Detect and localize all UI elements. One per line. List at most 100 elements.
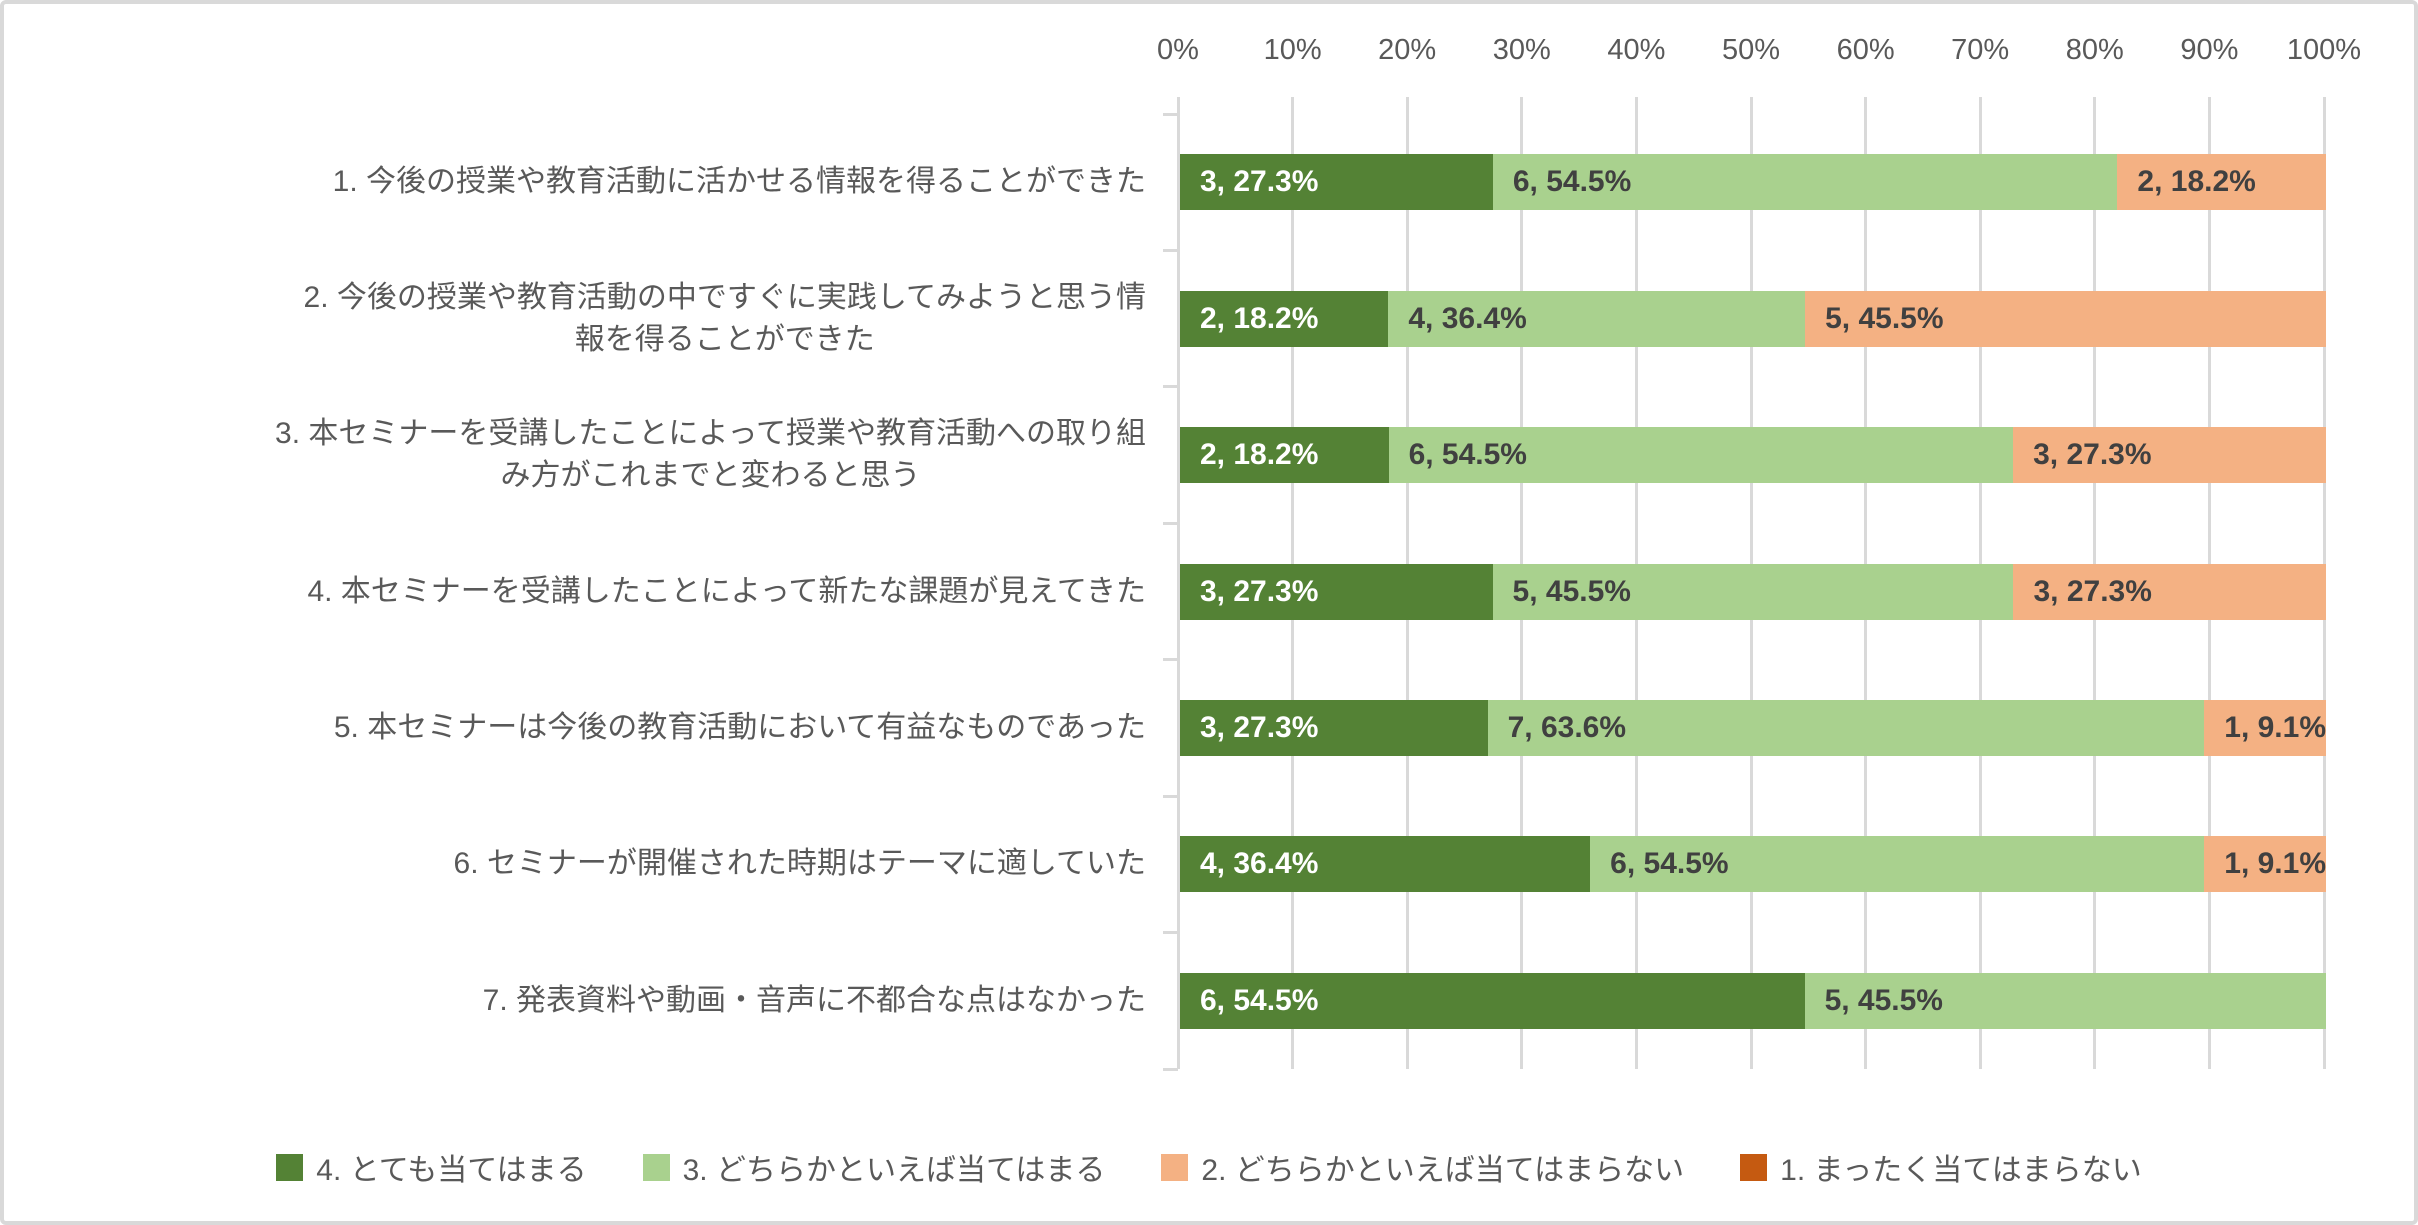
value-axis-labels: 0% 10% 20% 30% 40% 50% 60% 70% 80% 90% 100% [1157, 34, 2361, 74]
bar-segment-series2: 5, 45.5% [1804, 972, 2326, 1029]
legend-item: 3. どちらかといえば当てはまる [642, 1145, 1106, 1189]
category-label: 1. 今後の授業や教育活動に活かせる情報を得ることができた [332, 165, 1146, 199]
legend-swatch-icon [276, 1153, 304, 1181]
legend-item: 2. どちらかといえば当てはまらない [1161, 1145, 1684, 1189]
data-label: 6, 54.5% [1408, 438, 1527, 472]
category-axis-tick [1163, 1067, 1178, 1071]
data-label: 5, 45.5% [1825, 301, 1944, 335]
value-axis-tick-label: 60% [1836, 34, 1895, 66]
value-axis-tick-label: 0% [1157, 34, 1199, 66]
value-axis-tick [1520, 97, 1524, 114]
bar-segment-series3: 3, 27.3% [2013, 563, 2327, 620]
category-label: 6. セミナーが開催された時期はテーマに適していた [453, 847, 1146, 881]
bar-segment-series2: 4, 36.4% [1388, 290, 1806, 347]
data-label: 5, 45.5% [1512, 574, 1631, 608]
value-axis-tick-label: 30% [1492, 34, 1551, 66]
category-axis-tick [1163, 931, 1178, 935]
data-label: 3, 27.3% [1200, 574, 1319, 608]
category-label: 3. 本セミナーを受講したことによって授業や教育活動への取り組 み方がこれまでと… [275, 417, 1146, 493]
value-axis-tick-label: 80% [2065, 34, 2124, 66]
bar-segment-series1: 2, 18.2% [1180, 290, 1389, 347]
legend-label: 4. とても当てはまる [316, 1154, 587, 1187]
category-axis-tick [1163, 521, 1178, 525]
bar-segment-series1: 6, 54.5% [1180, 972, 1805, 1029]
data-label: 6, 54.5% [1610, 847, 1729, 881]
legend-item: 1. まったく当てはまらない [1740, 1145, 2142, 1189]
value-axis-tick [1634, 97, 1638, 114]
bar-row: 2, 18.2% 4, 36.4% 5, 45.5% [1180, 290, 2326, 347]
data-label: 2, 18.2% [1200, 438, 1319, 472]
data-label: 3, 27.3% [2033, 574, 2152, 608]
bar-segment-series3: 5, 45.5% [1805, 290, 2326, 347]
legend-swatch-icon [1740, 1153, 1768, 1181]
bar-row: 6, 54.5% 5, 45.5% [1180, 972, 2326, 1029]
value-axis-tick [2322, 97, 2326, 114]
data-label: 6, 54.5% [1200, 983, 1319, 1017]
category-label: 7. 発表資料や動画・音声に不都合な点はなかった [482, 983, 1146, 1017]
legend-swatch-icon [642, 1153, 670, 1181]
category-label: 4. 本セミナーを受講したことによって新たな課題が見えてきた [307, 574, 1146, 608]
legend-label: 3. どちらかといえば当てはまる [682, 1154, 1106, 1187]
value-axis-tick [1176, 97, 1180, 114]
bar-row: 2, 18.2% 6, 54.5% 3, 27.3% [1180, 427, 2326, 484]
bar-row: 3, 27.3% 5, 45.5% 3, 27.3% [1180, 563, 2327, 620]
value-axis-tick-label: 40% [1607, 34, 1666, 66]
value-axis-tick [1978, 97, 1982, 114]
value-axis-tick-label: 90% [2180, 34, 2239, 66]
bar-segment-series3: 2, 18.2% [2117, 154, 2326, 211]
bar-segment-series2: 6, 54.5% [1590, 836, 2205, 893]
category-axis-tick [1163, 385, 1178, 389]
bar-segment-series1: 3, 27.3% [1180, 563, 1493, 620]
category-label: 5. 本セミナーは今後の教育活動において有益なものであった [333, 710, 1146, 744]
bar-segment-series2: 5, 45.5% [1492, 563, 2014, 620]
bar-segment-series2: 6, 54.5% [1492, 154, 2118, 211]
data-label: 6, 54.5% [1512, 165, 1632, 199]
value-axis-tick [2207, 97, 2211, 114]
value-axis-tick [1864, 97, 1868, 114]
data-label: 3, 27.3% [1200, 710, 1319, 744]
bar-segment-series1: 3, 27.3% [1180, 699, 1488, 756]
data-label: 1, 9.1% [2224, 710, 2326, 744]
category-axis-tick [1163, 112, 1178, 116]
bar-segment-series1: 2, 18.2% [1180, 427, 1389, 484]
data-label: 3, 27.3% [1200, 165, 1319, 199]
legend-swatch-icon [1161, 1153, 1189, 1181]
data-label: 3, 27.3% [2033, 438, 2152, 472]
legend-label: 1. まったく当てはまらない [1780, 1154, 2142, 1187]
data-label: 2, 18.2% [1200, 301, 1319, 335]
value-axis-tick-label: 10% [1263, 34, 1322, 66]
legend-label: 2. どちらかといえば当てはまらない [1201, 1154, 1685, 1187]
value-axis-tick [1291, 97, 1295, 114]
value-axis-tick-label: 100% [2286, 34, 2362, 66]
data-label: 7, 63.6% [1507, 710, 1627, 744]
value-axis-tick-label: 70% [1951, 34, 2010, 66]
bar-segment-series3: 1, 9.1% [2204, 836, 2326, 893]
bar-segment-series2: 6, 54.5% [1388, 427, 2014, 484]
legend-item: 4. とても当てはまる [276, 1145, 587, 1189]
data-label: 1, 9.1% [2224, 847, 2326, 881]
legend: 4. とても当てはまる 3. どちらかといえば当てはまる 2. どちらかといえば当て… [4, 1137, 2414, 1197]
data-label: 5, 45.5% [1824, 983, 1943, 1017]
value-axis-tick [1405, 97, 1409, 114]
category-axis-tick [1163, 658, 1178, 662]
bar-segment-series2: 7, 63.6% [1487, 699, 2205, 756]
value-axis-tick-label: 50% [1721, 34, 1781, 66]
category-label: 2. 今後の授業や教育活動の中ですぐに実践してみようと思う情 報を得ることができ… [303, 280, 1146, 356]
bar-row: 3, 27.3% 6, 54.5% 2, 18.2% [1180, 154, 2326, 211]
data-label: 2, 18.2% [2137, 165, 2256, 199]
bar-segment-series1: 3, 27.3% [1180, 154, 1493, 211]
value-axis-tick-label: 20% [1378, 34, 1437, 66]
category-axis-tick [1163, 794, 1178, 798]
gridline [1176, 114, 1180, 1069]
value-axis-tick [1749, 97, 1753, 114]
data-label: 4, 36.4% [1200, 847, 1319, 881]
data-label: 4, 36.4% [1408, 301, 1527, 335]
value-axis-tick [2093, 97, 2097, 114]
bar-row: 4, 36.4% 6, 54.5% 1, 9.1% [1180, 836, 2326, 893]
bar-segment-series3: 3, 27.3% [2013, 427, 2326, 484]
bar-segment-series1: 4, 36.4% [1180, 836, 1591, 893]
bar-segment-series3: 1, 9.1% [2204, 699, 2326, 756]
category-axis-tick [1163, 248, 1178, 252]
bar-row: 3, 27.3% 7, 63.6% 1, 9.1% [1180, 699, 2326, 756]
